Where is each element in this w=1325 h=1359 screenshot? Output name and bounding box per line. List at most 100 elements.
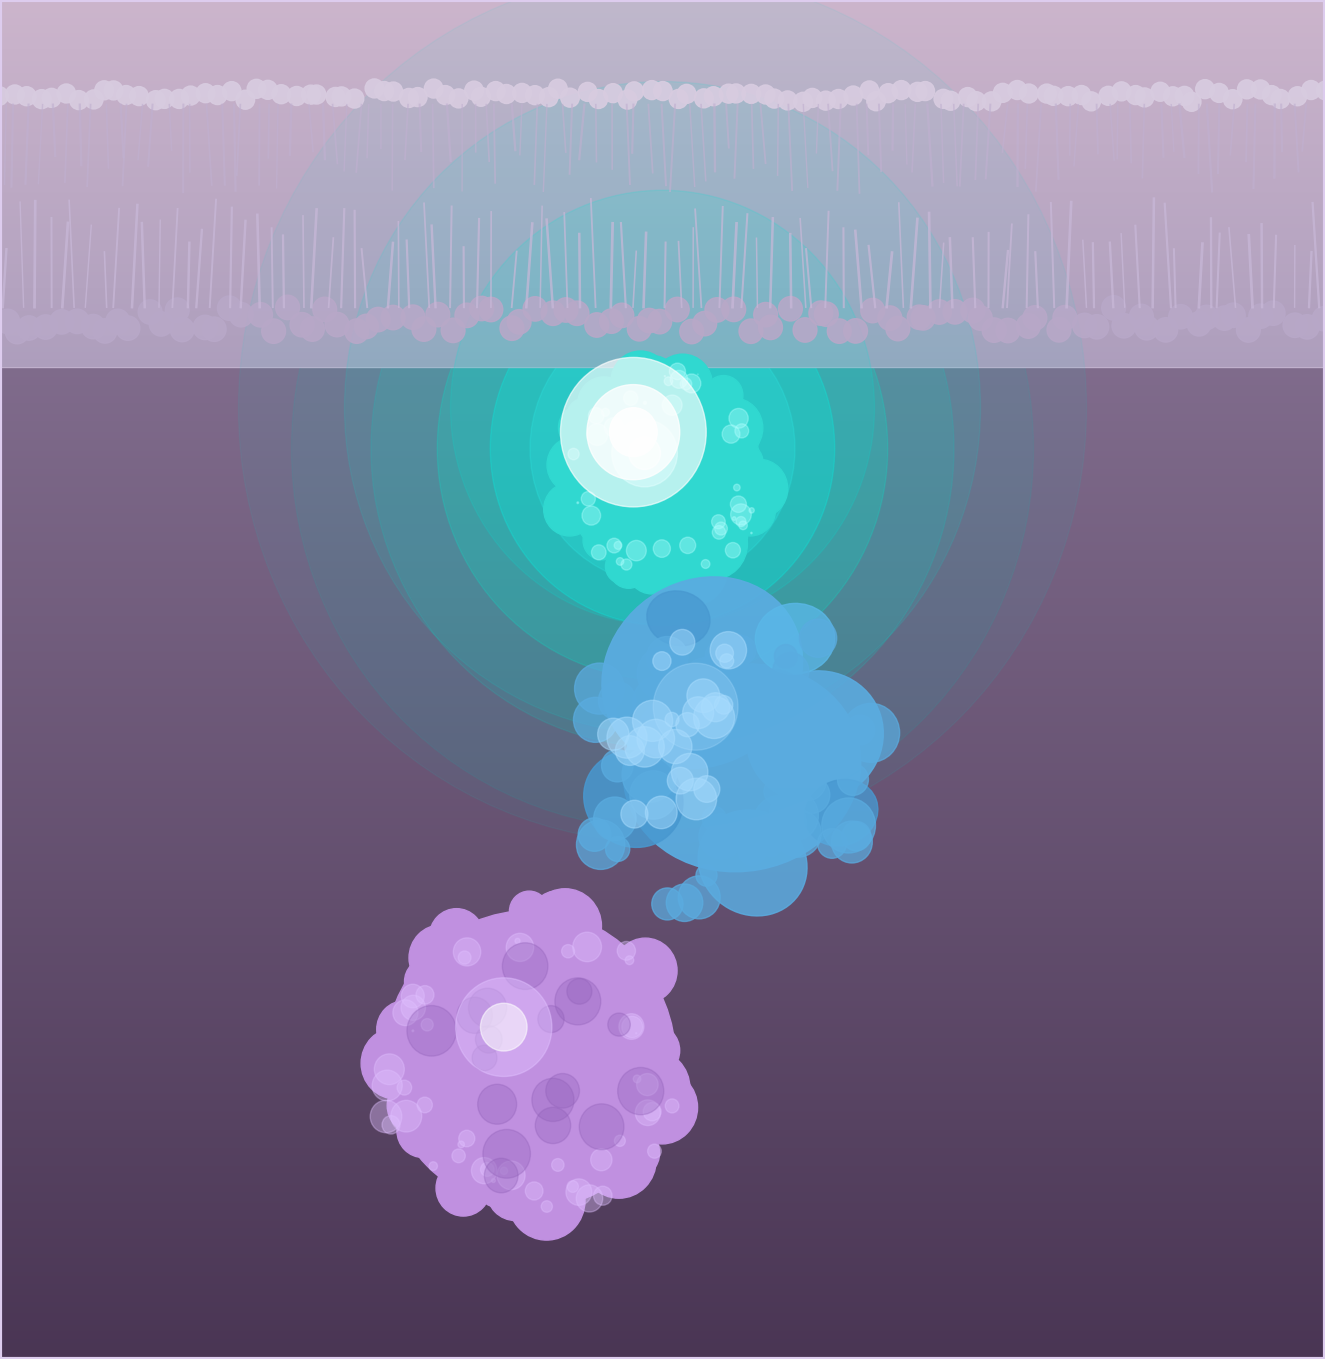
Circle shape: [5, 319, 29, 344]
Circle shape: [1083, 92, 1101, 111]
Circle shape: [1195, 80, 1214, 99]
Circle shape: [604, 84, 623, 103]
Circle shape: [1301, 80, 1320, 99]
Circle shape: [712, 515, 725, 529]
Circle shape: [371, 149, 954, 747]
Circle shape: [843, 704, 900, 762]
Circle shape: [272, 84, 290, 103]
Circle shape: [670, 371, 688, 389]
Circle shape: [1236, 318, 1260, 342]
Circle shape: [482, 1129, 530, 1178]
Circle shape: [613, 541, 621, 549]
Circle shape: [497, 1161, 525, 1189]
Circle shape: [398, 1080, 412, 1095]
Circle shape: [5, 86, 24, 105]
Circle shape: [751, 670, 803, 724]
Circle shape: [401, 304, 425, 329]
Circle shape: [664, 743, 685, 765]
Circle shape: [362, 1027, 431, 1099]
Circle shape: [182, 86, 200, 105]
Circle shape: [701, 693, 730, 722]
Circle shape: [660, 537, 727, 605]
Circle shape: [1044, 87, 1063, 106]
Circle shape: [469, 988, 506, 1027]
Circle shape: [472, 1045, 497, 1071]
Circle shape: [657, 719, 677, 741]
Circle shape: [669, 629, 694, 655]
Circle shape: [594, 1186, 612, 1205]
Circle shape: [669, 363, 685, 379]
Ellipse shape: [755, 603, 835, 674]
Circle shape: [832, 821, 872, 863]
Circle shape: [916, 82, 934, 101]
Circle shape: [619, 1014, 644, 1040]
Circle shape: [525, 1182, 543, 1200]
Circle shape: [722, 425, 739, 443]
Circle shape: [617, 942, 636, 961]
Circle shape: [578, 818, 611, 851]
Circle shape: [878, 306, 902, 330]
Circle shape: [643, 1102, 661, 1121]
Circle shape: [697, 510, 747, 561]
Circle shape: [1222, 303, 1246, 328]
Circle shape: [412, 317, 436, 341]
Circle shape: [290, 313, 314, 337]
Circle shape: [637, 647, 689, 700]
Circle shape: [1238, 80, 1256, 99]
Circle shape: [705, 640, 735, 671]
Ellipse shape: [647, 591, 710, 646]
Circle shape: [696, 864, 717, 886]
Circle shape: [1126, 86, 1145, 105]
Circle shape: [404, 958, 449, 1004]
Circle shape: [607, 718, 647, 758]
Circle shape: [969, 306, 992, 330]
Circle shape: [606, 837, 629, 862]
Circle shape: [453, 938, 481, 966]
Circle shape: [558, 406, 599, 448]
Circle shape: [645, 796, 677, 829]
Circle shape: [425, 303, 449, 328]
Circle shape: [506, 934, 534, 962]
Circle shape: [472, 1158, 497, 1184]
Circle shape: [680, 537, 696, 553]
Circle shape: [1182, 92, 1200, 111]
Circle shape: [408, 87, 427, 106]
Circle shape: [772, 652, 808, 690]
Circle shape: [757, 86, 775, 105]
Circle shape: [366, 307, 390, 332]
Circle shape: [1037, 84, 1056, 103]
Circle shape: [70, 91, 89, 110]
Circle shape: [449, 88, 468, 107]
Circle shape: [725, 484, 775, 535]
Circle shape: [682, 658, 729, 705]
Circle shape: [656, 667, 692, 705]
Circle shape: [171, 317, 195, 341]
Circle shape: [258, 80, 277, 99]
Circle shape: [1210, 83, 1228, 102]
Circle shape: [688, 680, 722, 716]
Circle shape: [1195, 306, 1219, 330]
Circle shape: [470, 296, 494, 321]
Circle shape: [456, 978, 553, 1076]
Circle shape: [1101, 296, 1125, 321]
Circle shape: [535, 1108, 571, 1144]
Circle shape: [612, 420, 677, 487]
Circle shape: [594, 796, 636, 840]
Circle shape: [555, 1151, 599, 1196]
Circle shape: [730, 504, 751, 525]
Circle shape: [1098, 86, 1117, 105]
Circle shape: [627, 541, 647, 561]
Ellipse shape: [602, 576, 803, 769]
Circle shape: [682, 697, 714, 728]
Circle shape: [779, 296, 803, 321]
Circle shape: [648, 1144, 661, 1158]
Circle shape: [502, 943, 549, 989]
Circle shape: [627, 544, 677, 594]
Circle shape: [625, 82, 644, 101]
Circle shape: [739, 811, 779, 851]
Circle shape: [421, 1018, 433, 1031]
Circle shape: [722, 298, 746, 322]
Circle shape: [590, 90, 608, 109]
Circle shape: [576, 1185, 603, 1212]
Circle shape: [621, 746, 677, 802]
